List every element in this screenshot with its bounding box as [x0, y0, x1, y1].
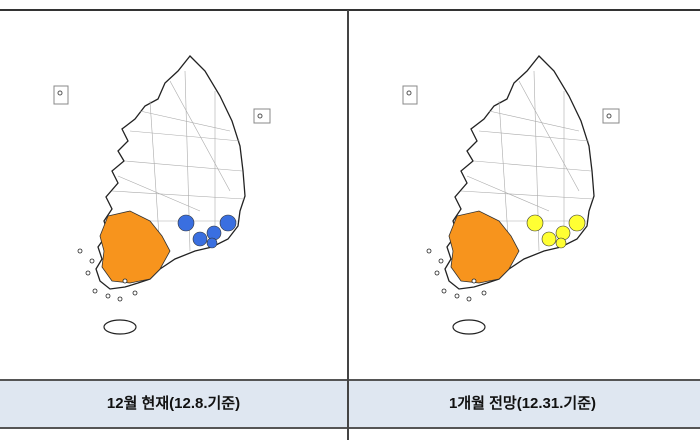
drought-region-southeast — [206, 237, 218, 249]
drought-region-southeast — [192, 231, 208, 247]
inset-island — [57, 90, 63, 96]
district-boundary — [488, 110, 580, 132]
district-boundary — [473, 160, 592, 172]
district-boundary — [139, 110, 231, 132]
island — [454, 293, 460, 299]
caption-current: 12월 현재(12.8.기준) — [106, 395, 241, 412]
district-boundary — [498, 100, 510, 252]
island — [466, 296, 472, 302]
jeju-island — [452, 319, 486, 335]
korea-map-current — [53, 55, 271, 335]
jeju-island — [103, 319, 137, 335]
district-boundary — [117, 175, 201, 212]
caption-row: 12월 현재(12.8.기준) 1개월 전망(12.31.기준) — [0, 379, 700, 429]
drought-region-southwest — [448, 210, 520, 284]
inset-island — [257, 113, 263, 119]
map-panel-current — [0, 11, 347, 378]
district-boundary — [111, 190, 245, 200]
column-divider — [347, 10, 349, 440]
drought-region-southeast — [555, 225, 571, 241]
island — [85, 270, 91, 276]
island — [132, 290, 138, 296]
drought-region-southeast — [206, 225, 222, 241]
island — [438, 258, 444, 264]
island — [105, 293, 111, 299]
map-panel-forecast — [349, 11, 696, 378]
korea-map-forecast — [402, 55, 620, 335]
island — [471, 278, 477, 284]
district-boundary — [460, 190, 594, 200]
island — [77, 248, 83, 254]
inset-island — [406, 90, 412, 96]
district-boundary — [518, 80, 580, 192]
drought-region-southeast — [555, 237, 567, 249]
island — [117, 296, 123, 302]
district-boundary — [149, 100, 161, 252]
drought-region-southeast — [568, 214, 586, 232]
caption-forecast: 1개월 전망(12.31.기준) — [448, 395, 596, 412]
drought-region-southeast — [526, 214, 544, 232]
drought-region-southeast — [219, 214, 237, 232]
drought-region-southeast — [177, 214, 195, 232]
inset-island — [606, 113, 612, 119]
island — [122, 278, 128, 284]
island — [92, 288, 98, 294]
island — [481, 290, 487, 296]
district-boundary — [478, 130, 590, 142]
island — [441, 288, 447, 294]
district-boundary — [466, 175, 550, 212]
drought-region-southwest — [99, 210, 171, 284]
island — [89, 258, 95, 264]
top-border — [0, 9, 700, 11]
drought-region-southeast — [541, 231, 557, 247]
island — [434, 270, 440, 276]
district-boundary — [124, 160, 243, 172]
district-boundary — [169, 80, 231, 192]
island — [426, 248, 432, 254]
district-boundary — [129, 130, 241, 142]
